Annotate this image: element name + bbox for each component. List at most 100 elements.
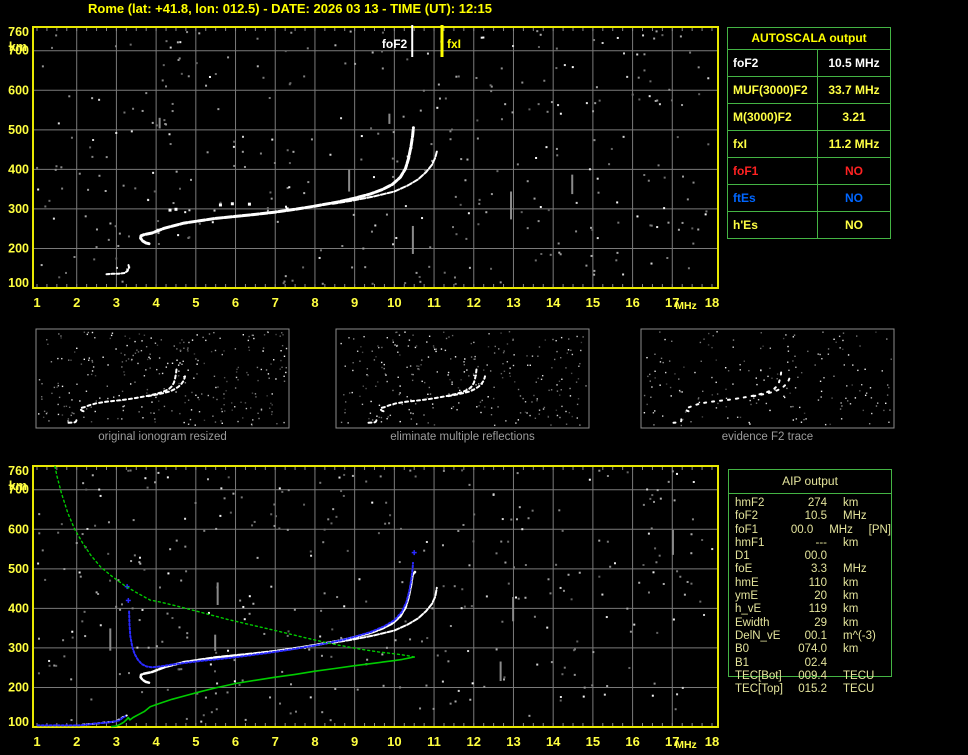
mini-o-trace xyxy=(79,366,178,413)
svg-text:600: 600 xyxy=(8,522,29,536)
aip-label: TEC[Top] xyxy=(735,683,783,696)
svg-text:8: 8 xyxy=(311,295,318,310)
series-echo-blobs xyxy=(156,202,289,232)
svg-text:5: 5 xyxy=(192,734,199,749)
bottom-ionogram-plot: 1 2 3 4 5 6 7 8 9 10 11 12 13 14 15 16 17 18MHz7607006005… xyxy=(8,464,719,751)
svg-text:14: 14 xyxy=(546,295,561,310)
svg-text:1: 1 xyxy=(33,734,40,749)
svg-text:400: 400 xyxy=(8,601,29,615)
svg-text:300: 300 xyxy=(8,202,29,216)
aip-value: 10.5 xyxy=(804,510,827,523)
aip-row-delnve: DelN_vE 00.1 m^(-3) xyxy=(735,630,891,643)
aip-label: hmE xyxy=(735,576,759,589)
aip-label: TEC[Bot] xyxy=(735,669,782,682)
parameter-label: M(3000)F2 xyxy=(728,104,818,130)
aip-unit: km xyxy=(843,643,859,656)
autoscala-table-header: AUTOSCALA output xyxy=(728,28,890,50)
aip-unit: TECU xyxy=(843,669,875,682)
svg-text:MHz: MHz xyxy=(675,300,697,312)
aip-label: foF2 xyxy=(735,510,759,523)
aip-value: 074.0 xyxy=(798,643,827,656)
series-blue-e-trace xyxy=(36,715,127,727)
aip-unit: km xyxy=(843,536,859,549)
svg-text:13: 13 xyxy=(506,734,520,749)
aip-row-tecbot: TEC[Bot] 009.4 TECU xyxy=(735,670,891,683)
aip-unit: MHz xyxy=(843,510,867,523)
svg-text:18: 18 xyxy=(705,734,719,749)
aip-unit: TECU xyxy=(843,683,875,696)
autoscala-table-body: foF2 10.5 MHz MUF(3000)F2 33.7 MHz M(3000)F2… xyxy=(728,50,890,238)
aip-row-yme: ymE 20 km xyxy=(735,590,891,603)
svg-text:1: 1 xyxy=(33,295,40,310)
aip-unit: km xyxy=(843,616,859,629)
parameter-label: foF2 xyxy=(728,50,818,76)
aip-label: B1 xyxy=(735,656,750,669)
parameter-label: h'Es xyxy=(728,212,818,238)
aip-label: h_vE xyxy=(735,603,762,616)
aip-value: 015.2 xyxy=(798,683,827,696)
svg-text:12: 12 xyxy=(467,295,481,310)
parameter-label: MUF(3000)F2 xyxy=(728,77,818,103)
svg-text:400: 400 xyxy=(8,162,29,176)
series-profile-topside xyxy=(54,465,415,658)
mini-x-trace xyxy=(147,375,186,398)
svg-text:700: 700 xyxy=(8,44,29,58)
svg-text:15: 15 xyxy=(586,295,600,310)
parameter-label: fxI xyxy=(728,131,818,157)
parameter-value: 3.21 xyxy=(842,110,866,124)
mini-es-mark xyxy=(367,418,378,424)
parameter-value: NO xyxy=(845,218,863,232)
aip-label: Ewidth xyxy=(735,616,770,629)
aip-row-fof1: foF1 00.0 MHz [PN] xyxy=(735,524,891,537)
aip-label: ymE xyxy=(735,590,758,603)
panel-caption-evidence: evidence F2 trace xyxy=(721,431,814,443)
autoscala-row-m3000f2: M(3000)F2 3.21 xyxy=(728,104,890,131)
top-ionogram-plot: 1 2 3 4 5 6 7 8 9 10 11 12 13 14 15 16 17 18MHz7607006005… xyxy=(8,25,719,312)
svg-text:11: 11 xyxy=(427,295,441,310)
series-o-trace xyxy=(139,570,417,684)
aip-label: DelN_vE xyxy=(735,629,781,642)
svg-text:km: km xyxy=(9,479,27,493)
aip-row-b1: B1 02.4 xyxy=(735,657,891,670)
aip-row-hmf2: hmF2 274 km xyxy=(735,497,891,510)
aip-unit: km xyxy=(843,497,859,509)
parameter-value: 10.5 MHz xyxy=(828,56,880,70)
svg-text:MHz: MHz xyxy=(675,739,697,751)
parameter-value: NO xyxy=(845,164,863,178)
svg-text:8: 8 xyxy=(311,734,318,749)
marker-foF2: foF2 xyxy=(382,25,414,57)
aip-value: 00.0 xyxy=(790,523,814,536)
aip-value: 00.0 xyxy=(804,550,827,563)
aip-value: 02.4 xyxy=(804,656,827,669)
autoscala-row-fof2: foF2 10.5 MHz xyxy=(728,50,890,77)
marker-fxI: fxI xyxy=(440,25,461,57)
aip-row-d1: D1 00.0 xyxy=(735,550,891,563)
aip-unit xyxy=(843,657,887,670)
svg-text:10: 10 xyxy=(387,295,401,310)
aip-row-foe: foE 3.3 MHz xyxy=(735,563,891,576)
aip-label: foE xyxy=(735,563,753,576)
aip-unit: km xyxy=(843,590,859,603)
svg-text:500: 500 xyxy=(8,123,29,137)
svg-text:9: 9 xyxy=(351,295,358,310)
svg-text:2: 2 xyxy=(73,295,80,310)
aip-row-hve: h_vE 119 km xyxy=(735,603,891,616)
series-es-mark xyxy=(105,263,131,276)
mini-o-trace xyxy=(379,366,478,413)
svg-text:200: 200 xyxy=(8,241,29,255)
parameter-label: foF1 xyxy=(728,158,818,184)
aip-label: hmF2 xyxy=(735,497,765,509)
mini-panel-1 xyxy=(35,328,290,429)
parameter-value: 11.2 MHz xyxy=(828,137,880,151)
autoscala-output-table: AUTOSCALA output foF2 10.5 MHz MUF(3000)F2… xyxy=(727,27,891,239)
svg-text:15: 15 xyxy=(586,734,600,749)
svg-text:2: 2 xyxy=(73,734,80,749)
panel-caption-eliminate: eliminate multiple reflections xyxy=(390,431,535,443)
svg-text:100: 100 xyxy=(8,276,29,290)
autoscala-row-ftes: ftEs NO xyxy=(728,185,890,212)
autoscala-row-fof1: foF1 NO xyxy=(728,158,890,185)
svg-text:17: 17 xyxy=(665,734,679,749)
svg-text:7: 7 xyxy=(272,295,279,310)
